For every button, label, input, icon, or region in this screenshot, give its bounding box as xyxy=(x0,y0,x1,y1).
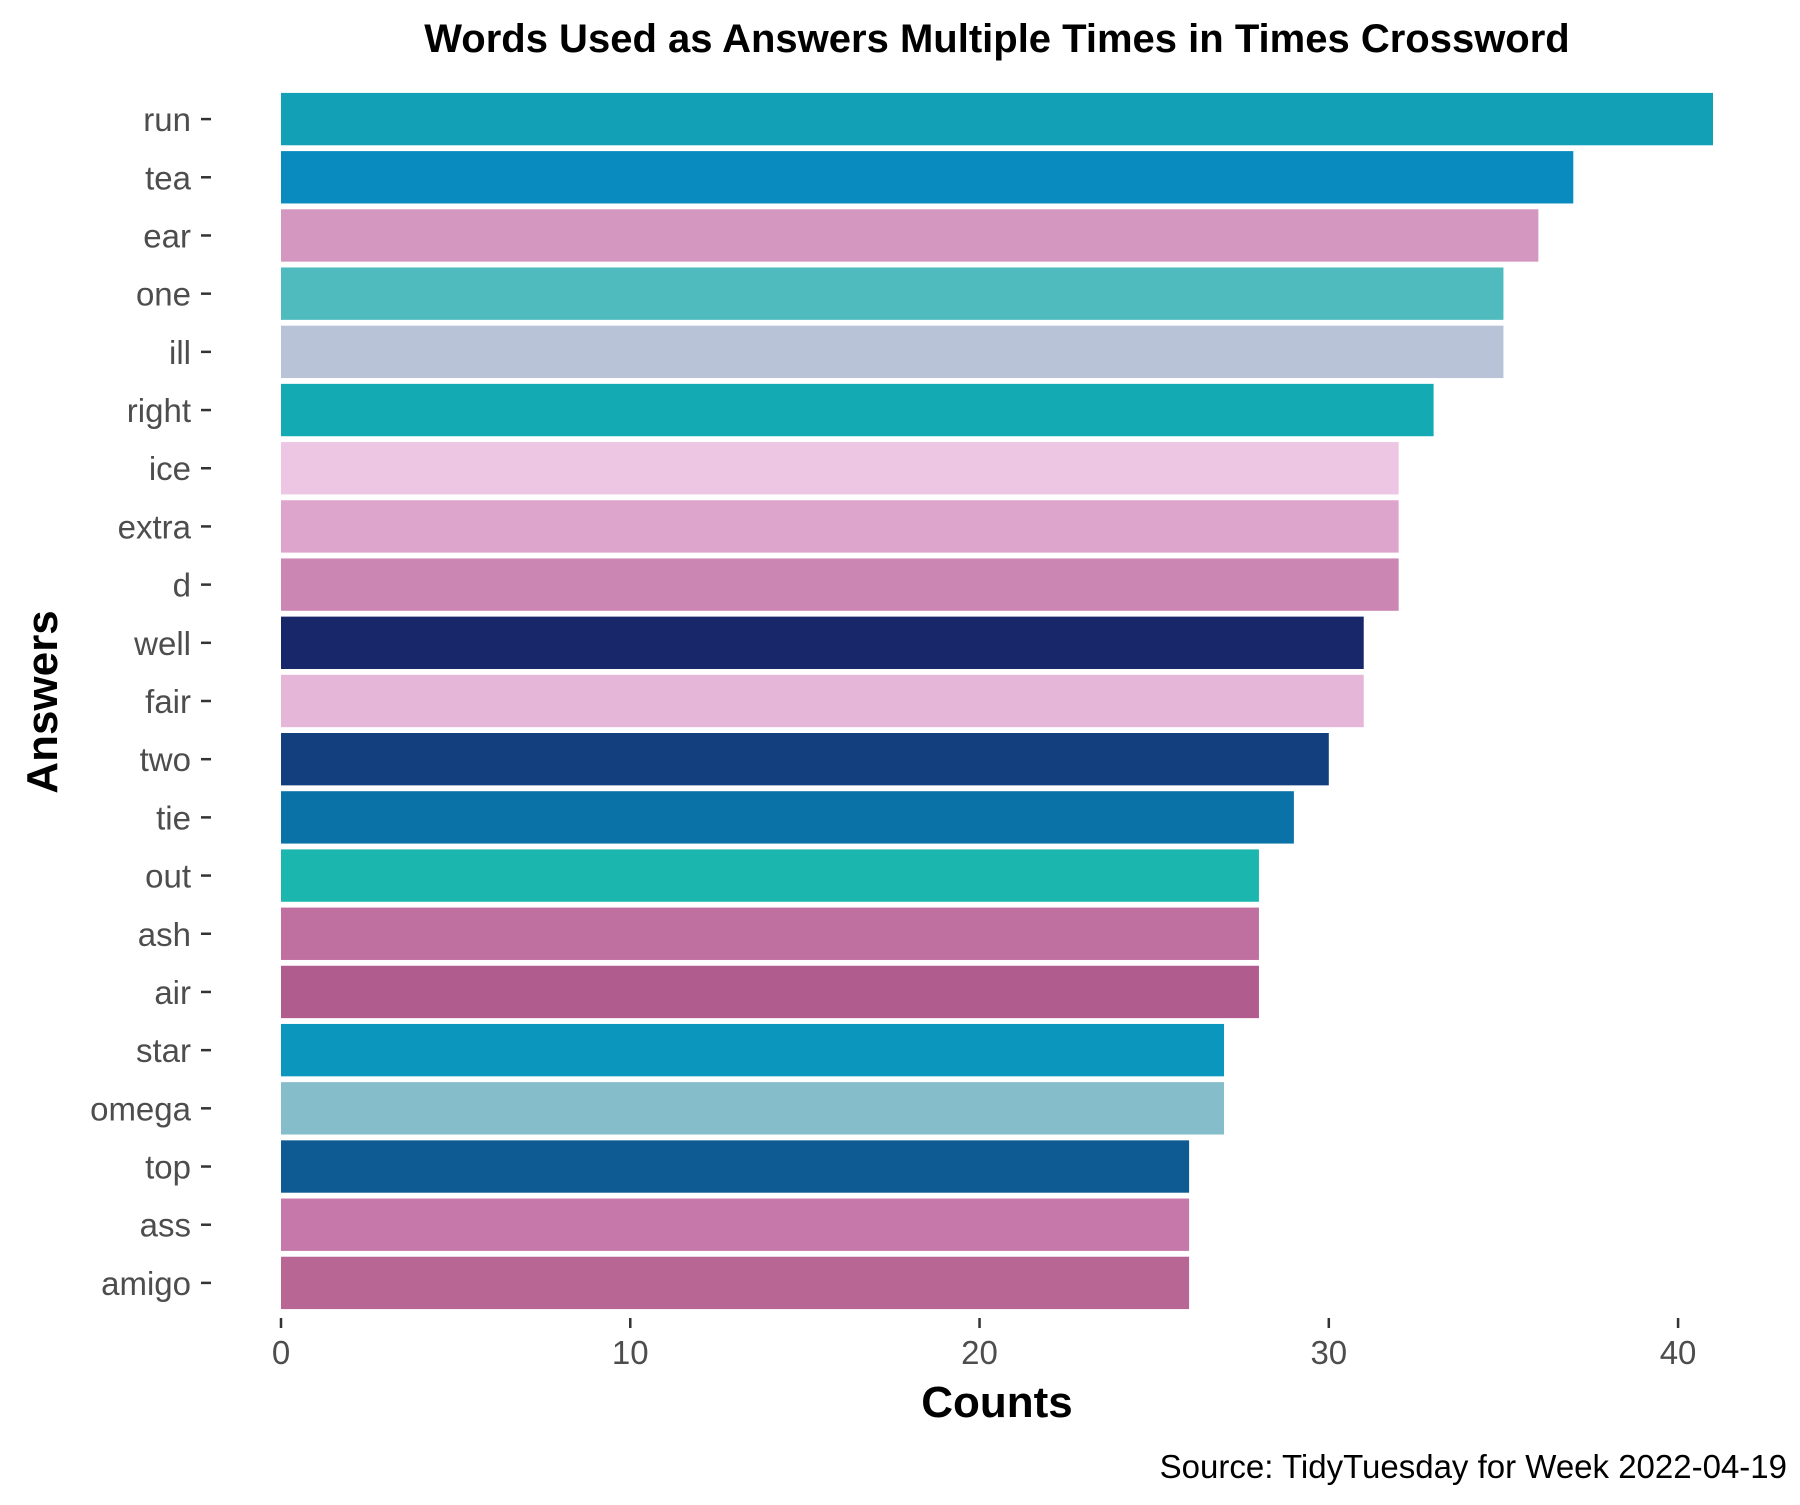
y-tick-label-ice: ice xyxy=(149,450,191,487)
y-tick-label-tea: tea xyxy=(145,159,192,196)
y-tick-label-extra: extra xyxy=(118,508,192,545)
bar-right xyxy=(281,383,1434,437)
y-tick-label-right: right xyxy=(127,392,191,429)
y-axis-title: Answers xyxy=(18,610,67,793)
y-tick-label-omega: omega xyxy=(90,1090,192,1127)
y-axis: run tea ear one ill right ice extra d well fair two… xyxy=(90,101,211,1302)
x-axis: 0 10 20 30 40 xyxy=(272,1318,1697,1371)
y-tick-label-star: star xyxy=(136,1032,191,1069)
bars-layer xyxy=(281,92,1713,1310)
y-tick-label-amigo: amigo xyxy=(101,1265,191,1302)
bar-omega xyxy=(281,1082,1225,1135)
y-tick-label-d: d xyxy=(173,567,191,604)
y-tick-label-run: run xyxy=(143,101,191,138)
y-tick-label-fair: fair xyxy=(145,683,191,720)
y-tick-label-ash: ash xyxy=(138,916,191,953)
y-tick-label-out: out xyxy=(145,858,191,895)
chart-caption: Source: TidyTuesday for Week 2022-04-19 xyxy=(1160,1448,1787,1485)
y-tick-label-top: top xyxy=(145,1149,191,1186)
x-tick-label-0: 0 xyxy=(272,1334,290,1371)
y-tick-label-one: one xyxy=(136,276,191,313)
y-tick-label-tie: tie xyxy=(156,799,191,836)
bar-d xyxy=(281,558,1399,611)
y-tick-label-ear: ear xyxy=(143,217,191,254)
bar-fair xyxy=(281,674,1364,728)
bar-star xyxy=(281,1023,1225,1077)
x-tick-label-10: 10 xyxy=(612,1334,649,1371)
bar-tie xyxy=(281,791,1294,844)
y-tick-label-ass: ass xyxy=(140,1207,191,1244)
y-tick-label-well: well xyxy=(133,625,191,662)
y-tick-label-air: air xyxy=(154,974,191,1011)
bar-top xyxy=(281,1140,1190,1193)
bar-ill xyxy=(281,325,1504,379)
bar-out xyxy=(281,849,1259,902)
x-tick-label-40: 40 xyxy=(1660,1334,1697,1371)
bar-tea xyxy=(281,151,1574,204)
bar-air xyxy=(281,965,1259,1019)
x-tick-label-30: 30 xyxy=(1310,1334,1347,1371)
bar-ash xyxy=(281,907,1259,960)
y-tick-label-ill: ill xyxy=(169,334,191,371)
bar-amigo xyxy=(281,1256,1190,1310)
bar-ass xyxy=(281,1198,1190,1251)
bar-ice xyxy=(281,442,1399,495)
x-tick-label-20: 20 xyxy=(961,1334,998,1371)
bar-ear xyxy=(281,209,1539,262)
bar-two xyxy=(281,733,1329,786)
bar-extra xyxy=(281,500,1399,553)
chart-title: Words Used as Answers Multiple Times in … xyxy=(424,17,1570,61)
bar-run xyxy=(281,92,1713,146)
bar-well xyxy=(281,616,1364,669)
y-tick-label-two: two xyxy=(140,741,191,778)
x-axis-title: Counts xyxy=(921,1378,1073,1427)
bar-one xyxy=(281,267,1504,320)
